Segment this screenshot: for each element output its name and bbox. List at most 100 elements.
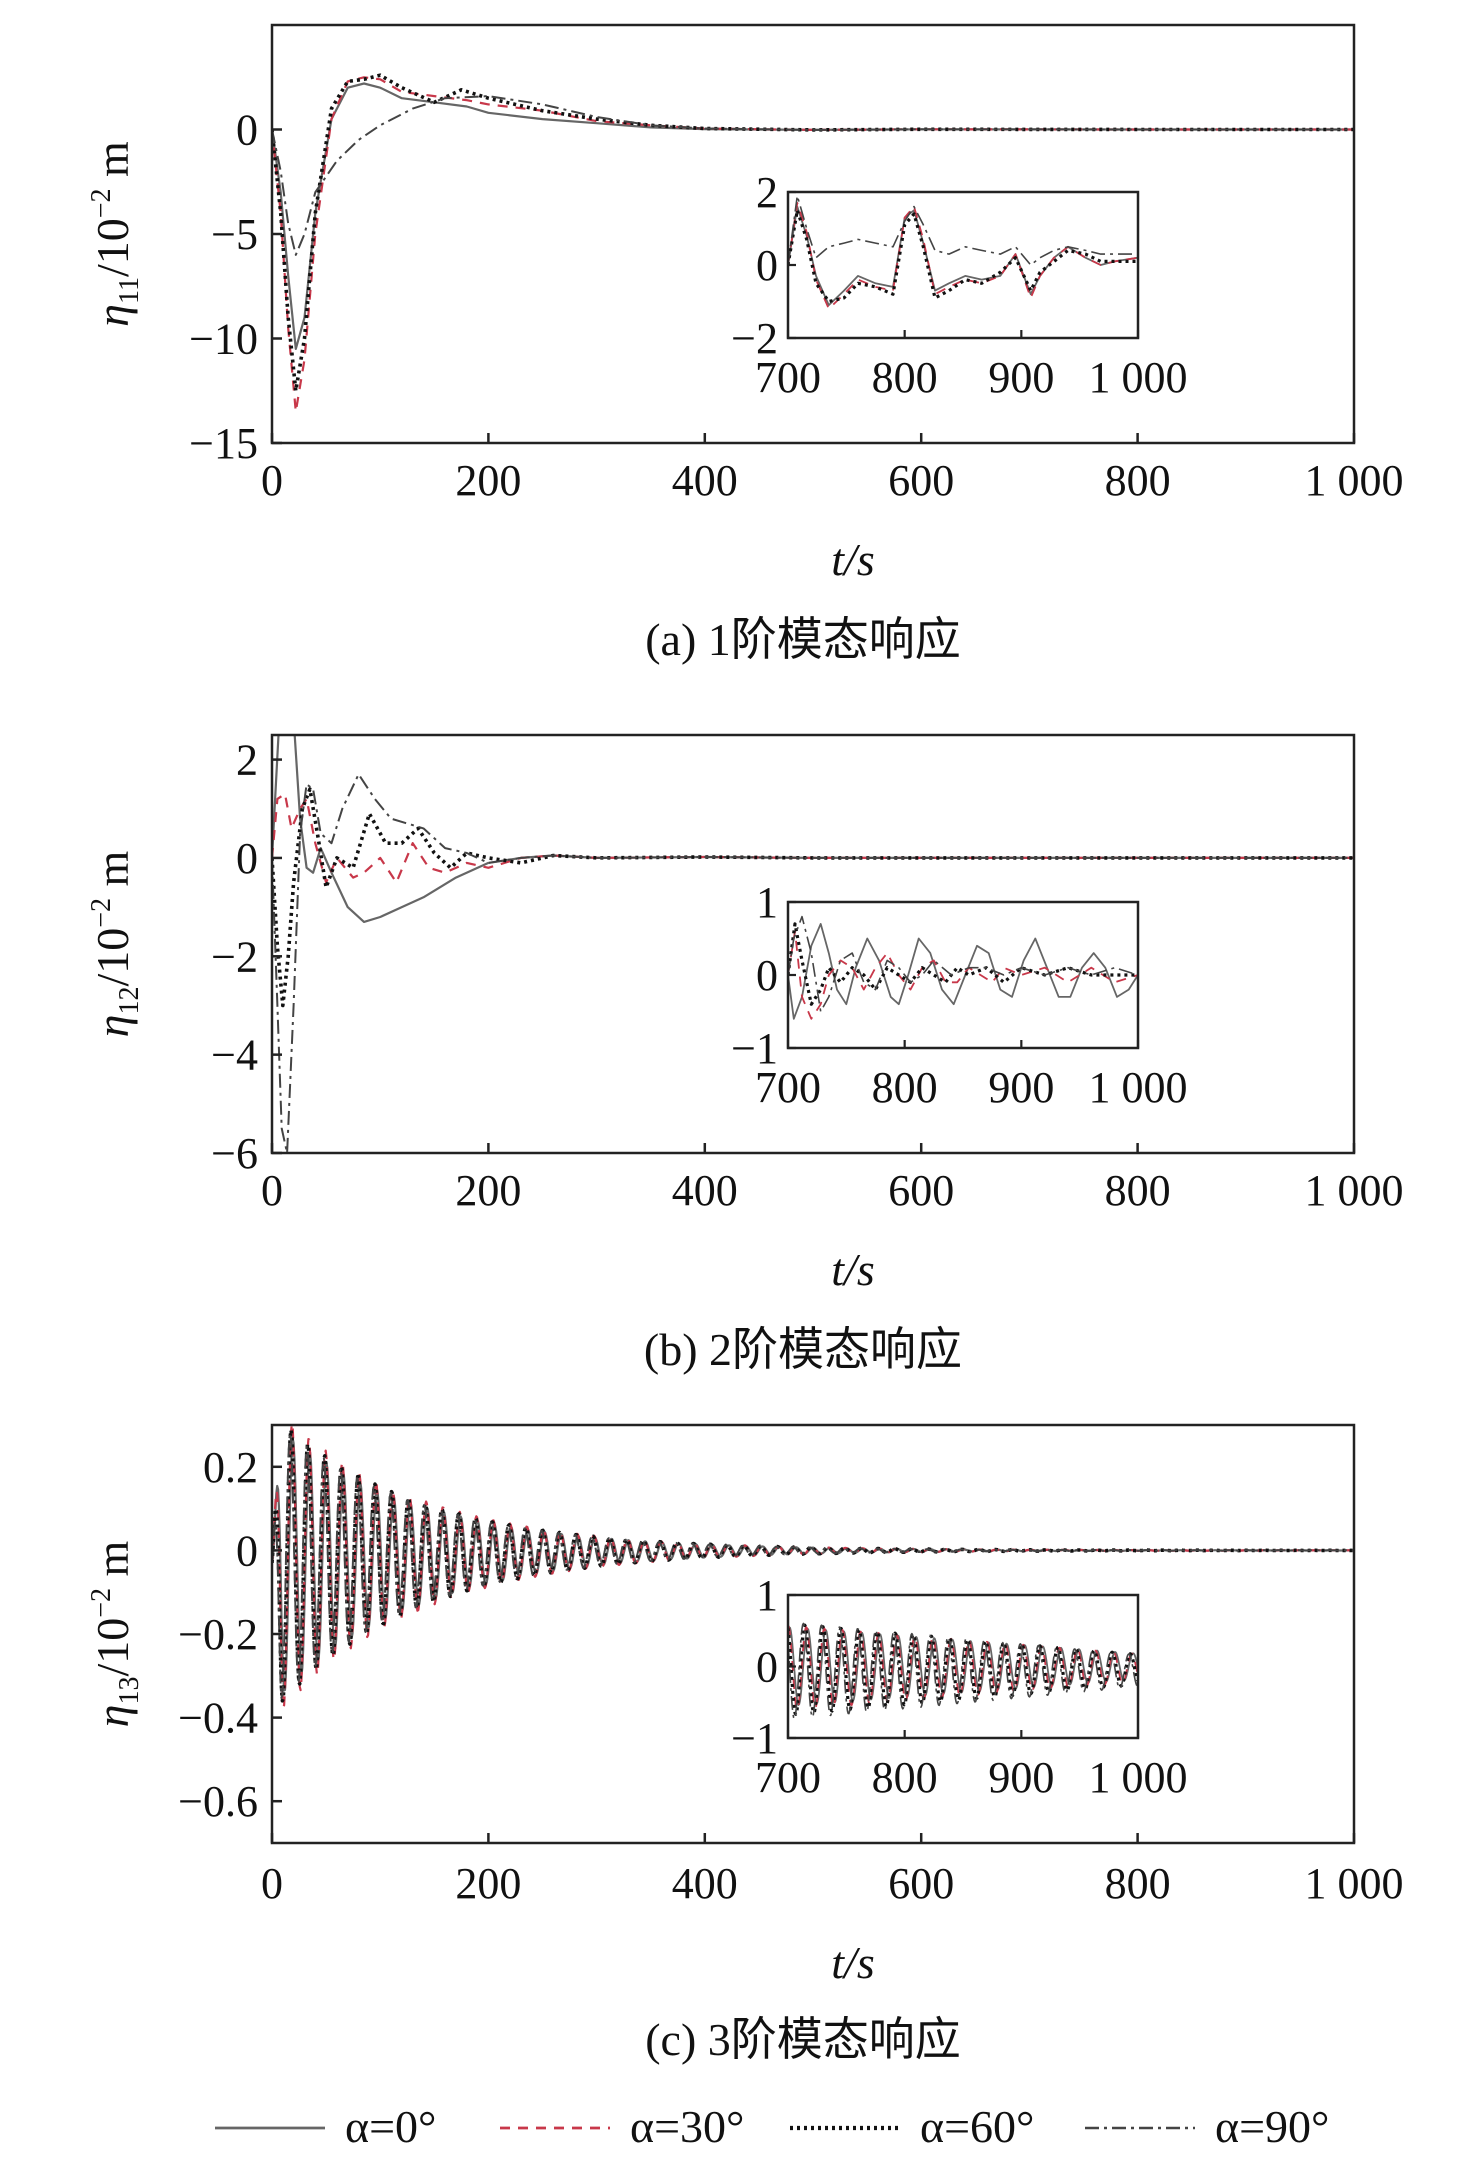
y-label-superscript: −2 <box>86 898 117 928</box>
inset-x-tick-label: 900 <box>988 1063 1054 1112</box>
y-tick-label: −2 <box>211 932 258 981</box>
inset-x-tick-label: 1 000 <box>1089 1063 1188 1112</box>
panel-caption: (a) 1阶模态响应 <box>645 614 961 665</box>
inset-x-tick-label: 800 <box>872 1753 938 1802</box>
inset-x-tick-label: 900 <box>988 1753 1054 1802</box>
y-label-symbol: η <box>87 1705 138 1728</box>
inset-series-group <box>788 915 1138 1020</box>
inset-y-tick-label: −1 <box>731 1024 778 1073</box>
inset-series-line-4 <box>788 1622 1138 1720</box>
y-label-superscript: −2 <box>86 1588 117 1618</box>
inset-x-tick-label: 800 <box>872 1063 938 1112</box>
x-tick-label: 600 <box>888 456 954 505</box>
panel-caption: (c) 3阶模态响应 <box>645 2014 961 2065</box>
legend-label-2: α=30° <box>630 2101 744 2152</box>
y-label-tail: m <box>87 141 138 189</box>
x-tick-label: 0 <box>261 456 283 505</box>
inset-series-line-4 <box>788 915 1138 1013</box>
inset-x-tick-label: 800 <box>872 353 938 402</box>
y-tick-label: −6 <box>211 1129 258 1178</box>
inset-plot: 700 800 900 1 000 −1 0 1 <box>731 1571 1187 1802</box>
x-axis-label: t/s <box>831 1244 874 1295</box>
x-axis-label: t/s <box>831 534 874 585</box>
legend-label-4: α=90° <box>1215 2101 1329 2152</box>
legend: α=0° α=30° α=60° α=90° <box>215 2101 1329 2152</box>
series-group <box>272 73 1354 413</box>
inset-y-tick-label: 1 <box>756 1571 778 1620</box>
series-line-3 <box>272 787 1354 1008</box>
y-label-subscript: 12 <box>114 987 145 1015</box>
inset-background <box>788 902 1138 1048</box>
x-tick-label: 400 <box>672 1166 738 1215</box>
x-tick-label: 800 <box>1105 1166 1171 1215</box>
y-label-subscript: 13 <box>114 1677 145 1705</box>
x-tick-label: 400 <box>672 1859 738 1908</box>
inset-y-tick-label: 0 <box>756 951 778 1000</box>
panel-2: 0 200 400 600 800 1 000 −6 −4 −2 0 2 t/s η12/10−2 m (… <box>86 733 1404 1375</box>
inset-series-line-3 <box>788 922 1138 1006</box>
series-line-2 <box>272 76 1354 413</box>
inset-y-tick-label: 0 <box>756 1643 778 1692</box>
y-tick-label: −5 <box>211 210 258 259</box>
y-tick-label: 0.2 <box>203 1443 258 1492</box>
y-tick-label: −15 <box>189 419 258 468</box>
x-tick-label: 200 <box>455 1166 521 1215</box>
inset-series-group <box>788 1622 1138 1720</box>
inset-x-tick-label: 1 000 <box>1089 1753 1188 1802</box>
inset-x-tick-label: 700 <box>755 1063 821 1112</box>
y-label-symbol: η <box>87 1015 138 1038</box>
inset-y-tick-label: 2 <box>756 168 778 217</box>
x-tick-label: 1 000 <box>1305 1166 1404 1215</box>
series-line-1 <box>272 735 1354 923</box>
x-tick-label: 0 <box>261 1859 283 1908</box>
x-tick-label: 0 <box>261 1166 283 1215</box>
inset-series-line-3 <box>788 208 1138 304</box>
series-group <box>272 1425 1354 1709</box>
inset-y-tick-label: 0 <box>756 241 778 290</box>
inset-x-tick-label: 900 <box>988 353 1054 402</box>
x-tick-label: 800 <box>1105 1859 1171 1908</box>
y-tick-label: 0 <box>236 834 258 883</box>
y-label-unit: /10 <box>87 1618 138 1677</box>
inset-background <box>788 1595 1138 1738</box>
panel-caption: (b) 2阶模态响应 <box>644 1324 962 1375</box>
y-tick-label: −0.4 <box>178 1694 258 1743</box>
y-axis-label: η13/10−2 m <box>86 1540 145 1727</box>
x-tick-label: 200 <box>455 1859 521 1908</box>
inset-plot: 700 800 900 1 000 −1 0 1 <box>731 878 1187 1112</box>
x-axis-label: t/s <box>831 1937 874 1988</box>
series-line-3 <box>272 1428 1354 1703</box>
y-tick-label: 0 <box>236 1526 258 1575</box>
inset-y-tick-label: 1 <box>756 878 778 927</box>
y-tick-label: −10 <box>189 315 258 364</box>
y-label-tail: m <box>87 1540 138 1588</box>
y-tick-label: 0 <box>236 106 258 155</box>
y-tick-label: −0.2 <box>178 1610 258 1659</box>
inset-background <box>788 192 1138 338</box>
legend-label-3: α=60° <box>920 2101 1034 2152</box>
inset-x-tick-label: 700 <box>755 353 821 402</box>
x-tick-label: 600 <box>888 1859 954 1908</box>
y-axis-label: η12/10−2 m <box>86 850 145 1037</box>
inset-series-line-4 <box>788 194 1138 266</box>
y-tick-label: −4 <box>211 1031 258 1080</box>
y-label-unit: /10 <box>87 218 138 277</box>
legend-label-1: α=0° <box>345 2101 436 2152</box>
y-tick-label: 2 <box>236 736 258 785</box>
x-tick-label: 800 <box>1105 456 1171 505</box>
x-tick-label: 200 <box>455 456 521 505</box>
inset-plot: 700 800 900 1 000 −2 0 2 <box>731 168 1187 402</box>
inset-y-tick-label: −1 <box>731 1714 778 1763</box>
inset-y-tick-label: −2 <box>731 314 778 363</box>
inset-x-tick-label: 700 <box>755 1753 821 1802</box>
inset-series-line-1 <box>788 923 1138 1020</box>
y-label-superscript: −2 <box>86 188 117 218</box>
series-group <box>272 735 1354 1153</box>
x-tick-label: 600 <box>888 1166 954 1215</box>
y-tick-label: −0.6 <box>178 1777 258 1826</box>
x-tick-label: 1 000 <box>1305 1859 1404 1908</box>
y-label-subscript: 11 <box>114 277 145 304</box>
y-label-tail: m <box>87 850 138 898</box>
